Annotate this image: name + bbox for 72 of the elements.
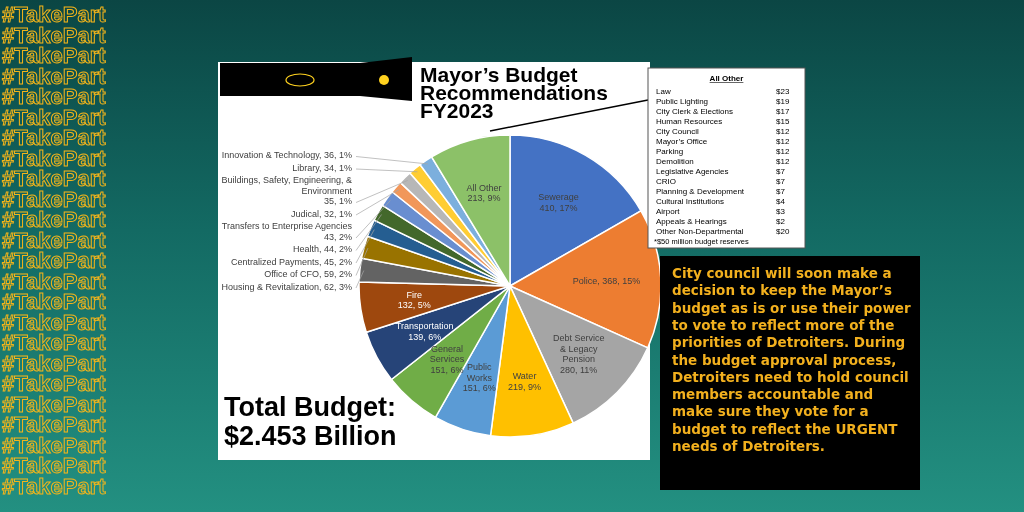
data-label: 219, 9% <box>508 381 542 392</box>
category-label: Airport <box>656 207 681 216</box>
slice-label: Innovation & Technology, 36, 1% <box>221 150 352 160</box>
slice-label: Sewerage <box>538 192 579 203</box>
data-label: 132, 5% <box>397 300 431 310</box>
category-label: Law <box>656 87 671 96</box>
text: $17 <box>776 107 790 116</box>
text: $12 <box>776 137 790 146</box>
data-label: 280, 11% <box>559 364 598 375</box>
data-label: 139, 6% <box>408 331 442 342</box>
category-label: Legislative Agencies <box>656 167 729 176</box>
category-label: Demolition <box>656 157 694 166</box>
category-label: CRIO <box>656 177 676 186</box>
category-label: Appeals & Hearings <box>656 217 727 226</box>
slice-label: Centralized Payments, 45, 2% <box>230 256 352 267</box>
text: City council will soon make a decision to keep the Mayor’s budget as is or use their power to vote to reflect more of the priorities of Detroiters. During the budget approval process, Detroiters need to hold council members accountable and make sure they vote for a budget to reflect the URGENT needs of Detroiters. <box>672 265 911 454</box>
category-label: City Council <box>656 127 699 136</box>
text: #TakePart <box>2 166 106 191</box>
slice-label: Office of CFO, 59, 2% <box>264 269 352 279</box>
text: $15 <box>776 117 790 126</box>
text: $2 <box>776 217 785 226</box>
data-label: 151, 6% <box>462 383 496 394</box>
text: #TakePart <box>2 412 106 437</box>
text: Total Budget: $2.453 Billion <box>224 392 397 451</box>
text: #TakePart <box>2 125 106 150</box>
text: $7 <box>776 187 785 196</box>
text: $12 <box>776 147 790 156</box>
text: All Other <box>709 74 744 83</box>
slice-label: Judical, 32, 1% <box>290 208 352 219</box>
text: $12 <box>776 127 790 136</box>
category-label: Public Lighting <box>656 97 709 106</box>
slice-label: Debt Service & Legacy Pension <box>552 333 605 365</box>
text: #TakePart <box>2 371 106 396</box>
text: $7 <box>776 177 785 186</box>
text: $12 <box>776 157 790 166</box>
text: #TakePart <box>2 289 106 314</box>
slice-label: All Other <box>466 182 502 193</box>
text: #TakePart <box>2 43 106 68</box>
chart-title: Mayor’s Budget Recommendations FY2023 <box>420 63 608 122</box>
slice-label: Housing & Revitalization, 62, 3% <box>221 281 352 292</box>
slice-label: Public Works <box>466 362 493 383</box>
slice-label: General Services <box>429 343 465 365</box>
slice-label: Transportation <box>395 321 454 332</box>
slice-label: Fire <box>406 289 423 300</box>
slice-label: Transfers to Enterprise Agencies <box>221 221 353 231</box>
slice-label: Health, 44, 2% <box>292 244 352 254</box>
text: $3 <box>776 207 785 216</box>
text: #TakePart <box>2 207 106 232</box>
text: $4 <box>776 197 785 206</box>
slice-label: Water <box>512 371 537 382</box>
text: $19 <box>776 97 790 106</box>
text: #TakePart <box>2 330 106 355</box>
category-label: Planning & Development <box>656 187 745 196</box>
data-label: 410, 17% <box>539 202 578 213</box>
text: #TakePart <box>2 248 106 273</box>
slice-label: Police, 368, 15% <box>572 276 641 287</box>
category-label: Other Non-Departmental <box>656 227 744 236</box>
data-label: 43, 2% <box>323 231 352 242</box>
category-label: Cultural Institutions <box>656 197 725 206</box>
text: #TakePart <box>2 2 107 27</box>
data-label: 213, 9% <box>467 193 501 204</box>
text: $23 <box>776 87 790 96</box>
data-label: 35, 1% <box>323 196 352 206</box>
category-label: City Clerk & Elections <box>656 107 733 116</box>
text: $20 <box>776 227 790 236</box>
slice-label: Library, 34, 1% <box>292 162 352 173</box>
text: #TakePart <box>2 84 106 109</box>
category-label: Mayor’s Office <box>656 137 708 146</box>
text: $7 <box>776 167 785 176</box>
category-label: Parking <box>656 147 684 156</box>
slice-label: Buildings, Safety, Engineering, & Environment <box>221 175 353 196</box>
category-label: Human Resources <box>656 117 723 126</box>
